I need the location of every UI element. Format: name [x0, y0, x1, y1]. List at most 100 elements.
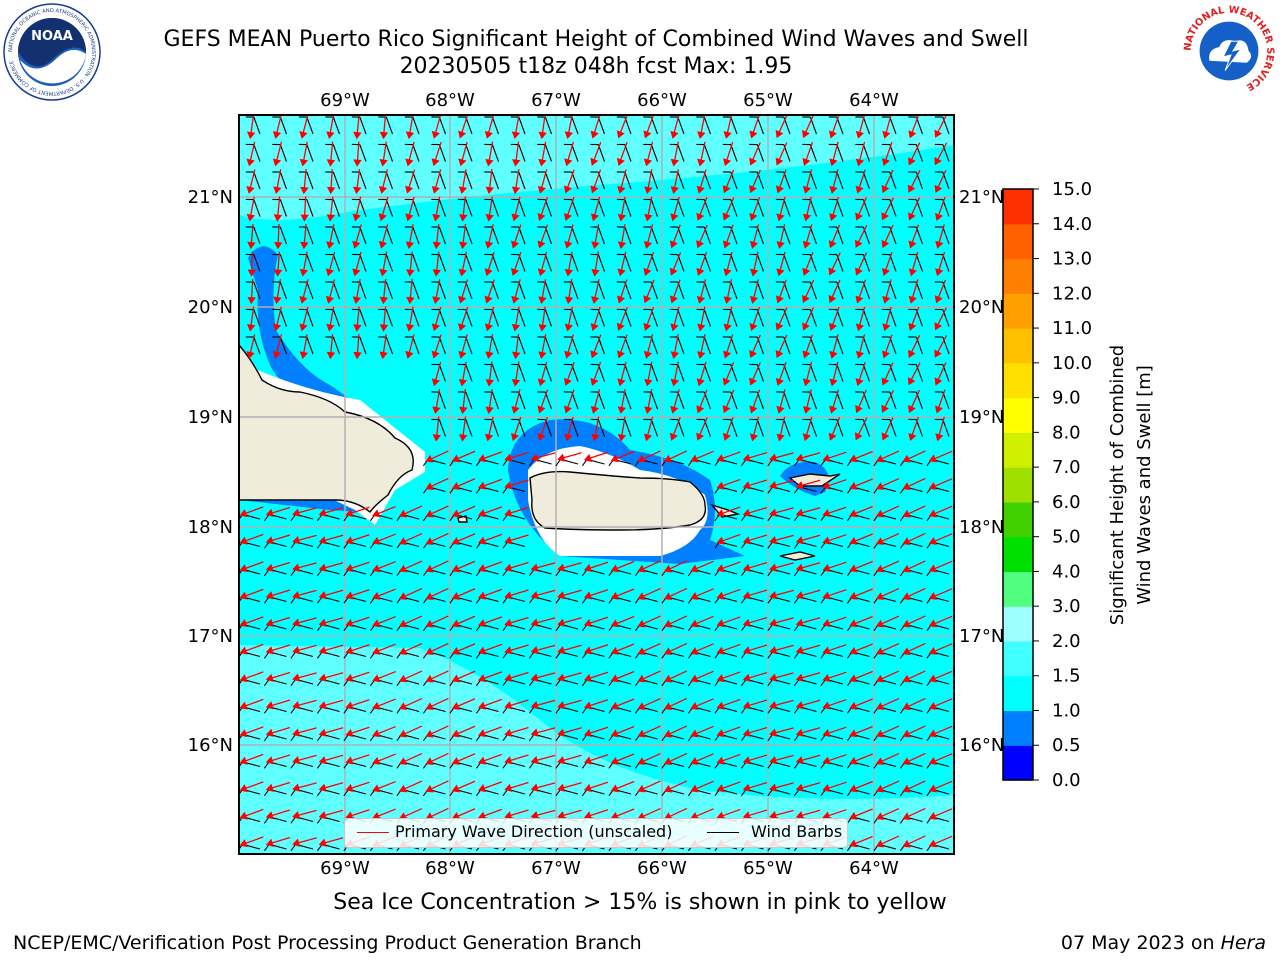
wave-arrow-head [881, 404, 889, 413]
wave-arrow-head [398, 729, 408, 738]
wind-barb-staff [597, 171, 606, 190]
wave-arrow-head [749, 322, 758, 332]
noaa-logo-text: NOAA [31, 29, 73, 44]
wave-arrow-head [610, 784, 619, 793]
wave-arrow-head [538, 131, 547, 140]
latitude-label-left: 16°N [188, 735, 233, 756]
wind-barb-staff [597, 254, 606, 272]
wind-barb-staff [544, 391, 553, 410]
wave-arrow-head [723, 268, 732, 277]
wave-arrow-head [908, 268, 917, 277]
wind-barb-flag [555, 651, 562, 659]
wave-arrow-head [563, 185, 572, 194]
wave-arrow-head [696, 240, 704, 249]
wave-arrow-head [716, 481, 725, 490]
wave-arrow-head [928, 812, 937, 820]
wave-arrow-head [902, 592, 911, 600]
colorbar-segment [1003, 223, 1033, 260]
wave-arrow-head [742, 536, 751, 545]
wind-barb-staff [783, 254, 791, 272]
wave-arrow-head [326, 323, 335, 332]
wave-arrow-head [934, 322, 943, 331]
wind-barb-staff [359, 199, 367, 217]
wind-barb-staff [518, 254, 526, 272]
wave-arrow-head [742, 646, 751, 655]
wave-arrow-head [907, 184, 916, 193]
wind-barb-flag [767, 734, 774, 742]
wave-arrow-head [902, 482, 911, 490]
wave-arrow-head [795, 811, 804, 820]
wave-arrow-head [431, 158, 440, 167]
wind-barb-staff [465, 171, 473, 190]
wave-arrow-head [617, 378, 626, 387]
wave-arrow-head [478, 784, 487, 793]
wave-arrow-head [484, 295, 493, 304]
wave-arrow-head [902, 509, 911, 518]
wind-barb-staff [279, 309, 288, 327]
latitude-label-right: 18°N [959, 517, 1004, 538]
wave-arrow-head [537, 378, 546, 387]
wave-arrow-head [300, 241, 309, 250]
wind-barb-staff [253, 281, 261, 300]
wind-barb-staff [942, 254, 950, 272]
wave-arrow-head [239, 591, 248, 600]
wind-barb-staff [465, 281, 473, 300]
wave-arrow-head [265, 756, 274, 765]
wave-arrow-head [670, 213, 679, 222]
wave-arrow-head [265, 838, 274, 847]
wave-arrow-head [432, 296, 441, 305]
wave-arrow-head [776, 433, 785, 442]
wave-arrow-head [273, 296, 282, 305]
wave-arrow-head [881, 377, 890, 386]
wind-barb-staff [332, 171, 341, 190]
wave-arrow-head [696, 185, 705, 194]
wave-arrow-head [722, 405, 731, 414]
wave-arrow-head [610, 701, 619, 710]
wind-barb-flag [290, 734, 297, 742]
wind-barb-staff [412, 336, 420, 355]
wind-barb-flag [767, 596, 774, 604]
wave-arrow-head [379, 131, 389, 140]
wind-barb-flag [793, 596, 800, 604]
wave-arrow-head [511, 213, 520, 222]
wave-arrow-head [265, 728, 274, 737]
wave-arrow-head [272, 131, 282, 139]
wind-barb-flag [316, 569, 323, 577]
wave-arrow-head [637, 454, 646, 463]
wind-barb-flag [316, 514, 323, 522]
longitude-label-bottom: 69°W [320, 858, 370, 879]
wind-barb-staff [518, 391, 526, 410]
colorbar-tick-label: 8.0 [1052, 422, 1081, 443]
wave-arrow-head [405, 350, 414, 359]
wind-barb-staff [889, 281, 897, 300]
wind-barb-staff [597, 281, 606, 300]
colorbar-segment [1003, 536, 1033, 573]
wave-arrow-head [795, 453, 804, 462]
wind-barb-flag [793, 761, 800, 769]
longitude-label-bottom: 64°W [849, 858, 899, 879]
wind-barb-staff [491, 226, 500, 245]
wave-arrow-head [795, 591, 804, 600]
wave-arrow-head [749, 295, 759, 304]
wave-arrow-head [669, 295, 678, 304]
wave-arrow-head [300, 186, 309, 195]
wave-arrow-head [504, 728, 513, 737]
wave-arrow-head [742, 453, 751, 462]
wave-arrow-head [398, 592, 408, 600]
wind-barb-staff [412, 144, 420, 162]
wave-arrow-head [690, 592, 699, 600]
wave-arrow-head [696, 432, 704, 441]
wave-arrow-head [511, 240, 520, 249]
wave-arrow-head [398, 784, 408, 793]
wave-arrow-head [590, 213, 599, 222]
wind-barb-flag [290, 514, 297, 522]
wave-arrow-head [451, 674, 460, 683]
wind-barb-staff [518, 336, 526, 355]
wave-arrow-head [637, 784, 646, 793]
wave-arrow-head [372, 564, 381, 573]
wind-barb-staff [862, 281, 871, 300]
wave-arrow-head [802, 240, 811, 249]
wave-arrow-head [292, 701, 301, 710]
wave-arrow-head [742, 728, 751, 737]
wind-barb-flag [555, 624, 562, 632]
